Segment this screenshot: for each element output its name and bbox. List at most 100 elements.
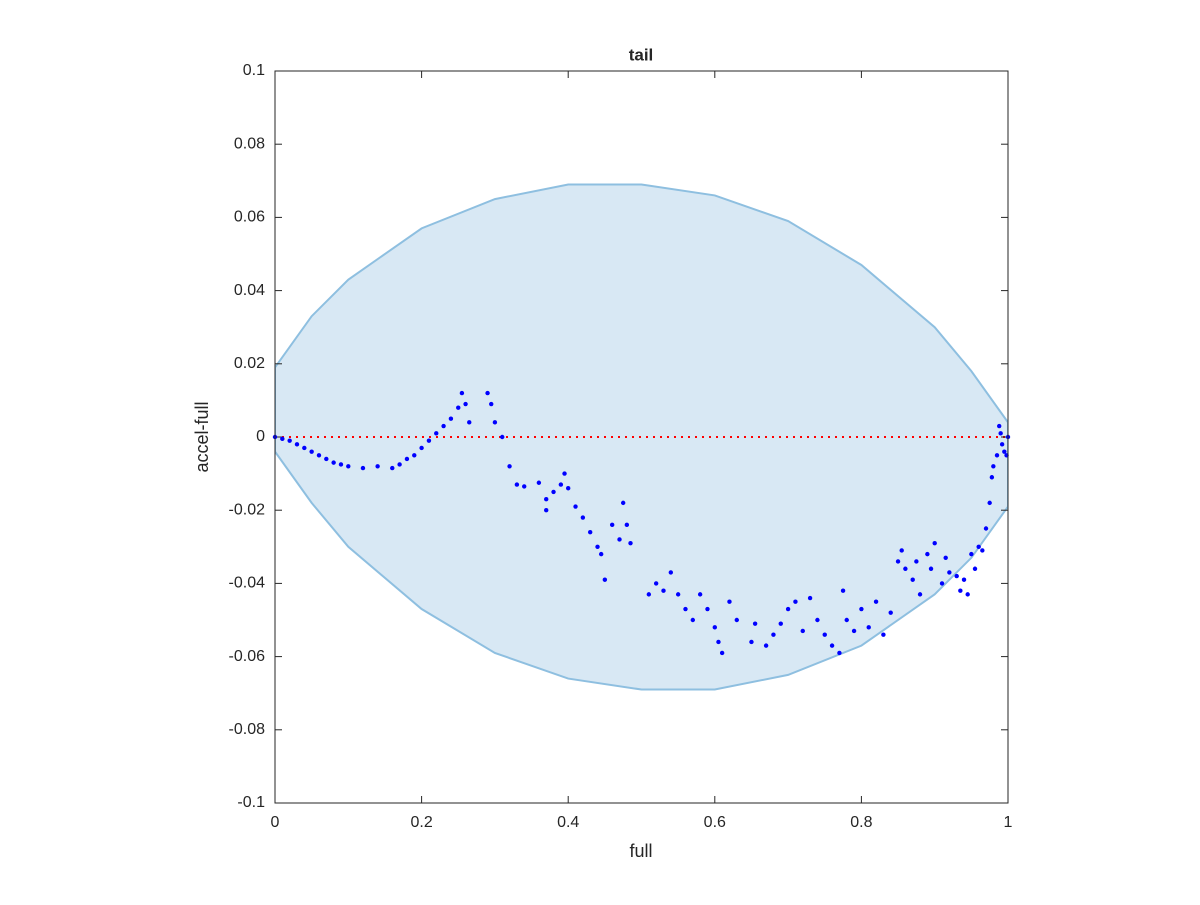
point <box>544 497 549 502</box>
point <box>895 559 901 564</box>
point <box>705 606 710 612</box>
point <box>939 581 945 586</box>
y-tick-label: -0.06 <box>229 648 266 665</box>
y-axis-label: accel-full <box>192 401 212 472</box>
point <box>910 577 915 582</box>
point <box>958 588 963 593</box>
point <box>866 625 871 630</box>
point <box>727 599 732 604</box>
x-tick-label: 1 <box>1004 814 1013 831</box>
x-tick-label: 0.8 <box>850 814 872 831</box>
point <box>881 632 886 637</box>
y-tick-label: -0.04 <box>229 575 266 592</box>
point <box>492 420 498 425</box>
point <box>668 570 674 575</box>
point <box>675 592 681 597</box>
point <box>976 544 981 549</box>
point <box>661 588 666 593</box>
y-tick-label: -0.02 <box>229 501 266 518</box>
point <box>947 570 952 575</box>
point <box>404 456 410 462</box>
point <box>441 423 446 429</box>
point <box>888 610 893 615</box>
point <box>489 401 494 407</box>
point <box>837 650 842 656</box>
x-axis-label: full <box>629 841 652 861</box>
point <box>331 460 336 465</box>
y-tick-label: 0.06 <box>234 209 265 226</box>
point <box>980 548 985 553</box>
point <box>624 522 630 528</box>
point <box>536 480 542 485</box>
point <box>1002 449 1007 454</box>
point <box>983 526 989 531</box>
x-tick-label: 0.6 <box>704 814 726 831</box>
point <box>961 577 967 582</box>
y-tick-label: 0.08 <box>234 135 265 152</box>
axes-box <box>274 70 1009 804</box>
point <box>397 462 402 467</box>
point <box>551 489 556 495</box>
point <box>587 529 593 535</box>
point <box>994 453 1000 458</box>
y-tick-label: 0.04 <box>234 282 265 299</box>
point <box>338 462 344 467</box>
y-tick-label: -0.1 <box>237 794 265 811</box>
point <box>844 617 849 623</box>
point <box>928 566 934 571</box>
point <box>690 617 696 623</box>
point <box>280 436 285 442</box>
point <box>456 405 461 410</box>
x-tick-label: 0.2 <box>410 814 432 831</box>
point <box>969 551 974 557</box>
point <box>752 621 758 626</box>
point <box>989 475 995 480</box>
point <box>467 420 472 425</box>
point <box>602 577 608 582</box>
point <box>719 650 725 656</box>
point <box>562 471 567 476</box>
point <box>287 438 292 443</box>
point <box>646 592 652 597</box>
point <box>375 464 380 469</box>
y-tick-label: -0.08 <box>229 721 266 738</box>
point <box>822 632 827 637</box>
point <box>716 639 721 645</box>
point <box>793 599 798 604</box>
point <box>932 540 937 546</box>
point <box>734 617 739 623</box>
point <box>485 390 490 396</box>
point <box>620 500 626 506</box>
point <box>851 628 857 634</box>
point <box>580 515 586 520</box>
point <box>785 606 791 612</box>
point <box>309 449 314 454</box>
point <box>419 445 424 451</box>
point <box>434 431 439 436</box>
point <box>544 508 549 513</box>
point <box>360 465 366 471</box>
plot-area <box>275 183 1008 691</box>
point <box>771 632 776 637</box>
x-tick-label: 0 <box>271 814 280 831</box>
point <box>316 453 322 458</box>
point <box>598 551 604 557</box>
y-tick-label: 0 <box>256 428 265 445</box>
point <box>987 500 992 506</box>
point <box>514 482 520 487</box>
point <box>617 537 622 542</box>
point <box>965 592 970 597</box>
point <box>954 573 959 579</box>
point <box>899 548 904 553</box>
point <box>683 606 688 612</box>
point <box>903 566 908 571</box>
chart-title: tail <box>629 45 654 64</box>
point <box>500 434 505 440</box>
point <box>972 566 978 571</box>
point <box>917 592 923 597</box>
point <box>749 639 754 645</box>
point <box>997 423 1002 429</box>
point <box>448 416 454 421</box>
point <box>815 617 820 623</box>
